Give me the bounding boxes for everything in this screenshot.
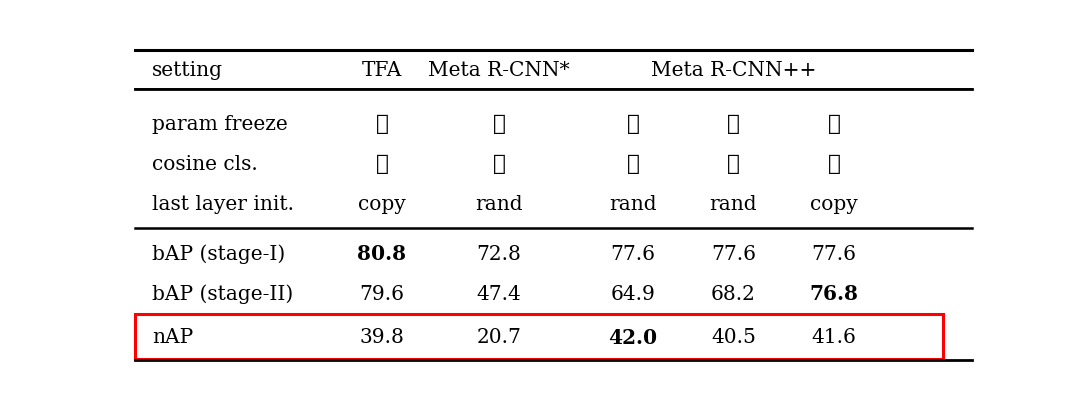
- Text: ✗: ✗: [492, 113, 505, 135]
- Text: 20.7: 20.7: [476, 327, 522, 346]
- Text: nAP: nAP: [151, 327, 193, 346]
- Text: 40.5: 40.5: [711, 327, 756, 346]
- Text: ✓: ✓: [727, 113, 740, 135]
- Text: ✗: ✗: [492, 153, 505, 175]
- Text: 79.6: 79.6: [360, 284, 404, 303]
- Text: bAP (stage-I): bAP (stage-I): [151, 244, 285, 263]
- Text: Meta R-CNN*: Meta R-CNN*: [429, 61, 570, 80]
- Text: ✓: ✓: [827, 113, 840, 135]
- Text: 76.8: 76.8: [809, 284, 859, 304]
- Text: ✓: ✓: [626, 113, 639, 135]
- Text: 64.9: 64.9: [610, 284, 656, 303]
- Text: 72.8: 72.8: [476, 244, 522, 263]
- Text: setting: setting: [151, 61, 222, 80]
- Text: rand: rand: [475, 194, 523, 213]
- Text: ✓: ✓: [727, 153, 740, 175]
- Text: ✓: ✓: [376, 153, 389, 175]
- Text: rand: rand: [710, 194, 757, 213]
- Text: last layer init.: last layer init.: [151, 194, 294, 213]
- Text: copy: copy: [359, 194, 406, 213]
- Text: Meta R-CNN++: Meta R-CNN++: [651, 61, 816, 80]
- Text: 41.6: 41.6: [811, 327, 856, 346]
- Text: 77.6: 77.6: [610, 244, 656, 263]
- Text: bAP (stage-II): bAP (stage-II): [151, 284, 293, 304]
- Text: TFA: TFA: [362, 61, 402, 80]
- Text: ✓: ✓: [827, 153, 840, 175]
- Text: 42.0: 42.0: [608, 327, 658, 347]
- Text: copy: copy: [810, 194, 858, 213]
- Text: ✓: ✓: [376, 113, 389, 135]
- Text: param freeze: param freeze: [151, 114, 287, 133]
- Text: ✗: ✗: [626, 153, 639, 175]
- Text: cosine cls.: cosine cls.: [151, 154, 257, 173]
- Text: rand: rand: [609, 194, 657, 213]
- Text: 80.8: 80.8: [357, 243, 406, 263]
- Text: 39.8: 39.8: [360, 327, 404, 346]
- Text: 68.2: 68.2: [711, 284, 756, 303]
- Text: 77.6: 77.6: [811, 244, 856, 263]
- Text: 77.6: 77.6: [711, 244, 756, 263]
- Text: 47.4: 47.4: [476, 284, 522, 303]
